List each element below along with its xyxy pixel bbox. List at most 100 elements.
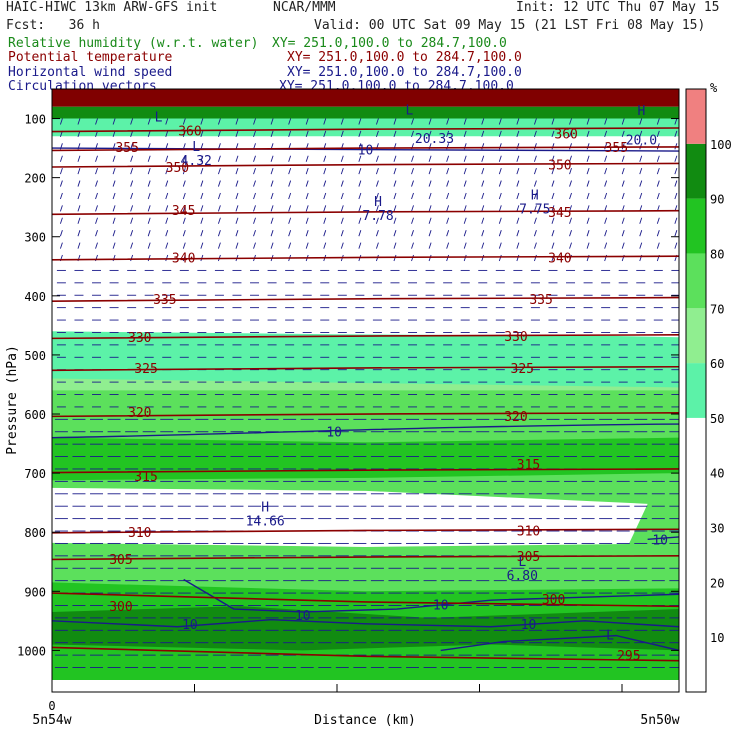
colorbar-segment bbox=[686, 417, 706, 692]
x-end-label: 5n50w bbox=[640, 713, 679, 728]
circulation-vector bbox=[446, 192, 450, 200]
circulation-vector bbox=[586, 130, 590, 138]
circulation-vector bbox=[165, 155, 169, 162]
circulation-vector bbox=[621, 242, 625, 249]
circulation-vector bbox=[182, 130, 186, 138]
circulation-vector bbox=[375, 118, 379, 125]
circulation-vector bbox=[235, 167, 239, 175]
rh-fill-top-90 bbox=[52, 106, 679, 119]
circulation-vector bbox=[498, 230, 502, 237]
extremum-marker: L bbox=[518, 555, 526, 570]
circulation-vector bbox=[59, 242, 63, 249]
circulation-vector bbox=[200, 205, 204, 212]
wind-label: 10 bbox=[295, 609, 311, 624]
circulation-vector bbox=[551, 192, 555, 200]
circulation-vector bbox=[375, 192, 379, 200]
y-tick-label: 400 bbox=[24, 290, 46, 304]
circulation-vector bbox=[59, 205, 63, 212]
circulation-vector bbox=[463, 155, 467, 162]
circulation-vector bbox=[516, 254, 520, 262]
circulation-vector bbox=[604, 167, 608, 175]
circulation-vector bbox=[516, 130, 520, 138]
circulation-vector bbox=[586, 242, 590, 249]
circulation-vector bbox=[428, 230, 432, 237]
circulation-vector bbox=[253, 205, 256, 212]
circulation-vector bbox=[95, 217, 98, 224]
circulation-vector bbox=[340, 167, 344, 175]
circulation-vector bbox=[569, 143, 572, 150]
y-tick-label: 700 bbox=[24, 467, 46, 481]
circulation-vector bbox=[446, 217, 450, 224]
circulation-vector bbox=[217, 155, 221, 162]
circulation-vector bbox=[481, 155, 485, 162]
circulation-vector bbox=[656, 217, 660, 224]
circulation-vector bbox=[621, 180, 625, 187]
y-tick-label: 300 bbox=[24, 231, 46, 245]
circulation-vector bbox=[586, 118, 590, 125]
theta-label: 330 bbox=[128, 331, 151, 346]
colorbar-segment bbox=[686, 198, 706, 254]
theta-isoline bbox=[52, 555, 679, 561]
circulation-vector bbox=[77, 205, 81, 212]
theta-isoline bbox=[52, 209, 679, 216]
circulation-vector bbox=[393, 205, 397, 212]
circulation-vector bbox=[639, 192, 643, 200]
circulation-vector bbox=[411, 192, 414, 200]
circulation-vector bbox=[288, 192, 292, 200]
circulation-vector bbox=[621, 167, 625, 175]
circulation-vector bbox=[165, 217, 169, 224]
circulation-vector bbox=[112, 180, 116, 187]
circulation-vector bbox=[375, 155, 379, 162]
circulation-vector bbox=[200, 130, 204, 138]
circulation-vector bbox=[428, 167, 432, 175]
model-title: HAIC-HIWC 13km ARW-GFS init bbox=[6, 0, 218, 15]
circulation-vector bbox=[498, 155, 502, 162]
circulation-vector bbox=[533, 217, 537, 224]
circulation-vector bbox=[288, 242, 292, 249]
extremum-marker: H bbox=[531, 188, 539, 203]
circulation-vector bbox=[358, 230, 362, 237]
circulation-vector bbox=[305, 167, 309, 175]
circulation-vector bbox=[59, 230, 63, 237]
circulation-vector bbox=[112, 230, 116, 237]
circulation-vector bbox=[481, 118, 485, 125]
circulation-vector bbox=[77, 230, 81, 237]
circulation-vector bbox=[604, 230, 608, 237]
circulation-vector bbox=[656, 180, 660, 187]
circulation-vector bbox=[656, 242, 660, 249]
circulation-vector bbox=[498, 192, 502, 200]
circulation-vector bbox=[428, 155, 432, 162]
circulation-vector bbox=[288, 155, 292, 162]
circulation-vector bbox=[516, 118, 520, 125]
circulation-vector bbox=[182, 192, 186, 200]
circulation-vector bbox=[323, 130, 327, 138]
circulation-vector bbox=[586, 155, 590, 162]
circulation-vector bbox=[358, 192, 362, 200]
circulation-vector bbox=[323, 167, 327, 175]
circulation-vector bbox=[674, 118, 678, 125]
circulation-vector bbox=[358, 118, 362, 125]
colorbar-label: 90 bbox=[710, 193, 724, 207]
theta-label: 295 bbox=[617, 649, 640, 664]
circulation-vector bbox=[569, 217, 572, 224]
colorbar-label: 30 bbox=[710, 522, 724, 536]
theta-label: 340 bbox=[548, 251, 571, 266]
circulation-vector bbox=[95, 242, 98, 249]
circulation-vector bbox=[551, 143, 555, 150]
theta-label: 335 bbox=[529, 293, 552, 308]
circulation-vector bbox=[217, 217, 221, 224]
wind-contour bbox=[52, 618, 679, 628]
circulation-vector bbox=[182, 180, 186, 187]
circulation-vector bbox=[217, 192, 221, 200]
circulation-vector bbox=[639, 155, 643, 162]
circulation-vector bbox=[200, 192, 204, 200]
circulation-vector bbox=[95, 205, 98, 212]
circulation-vector bbox=[674, 180, 678, 187]
circulation-vector bbox=[358, 180, 362, 187]
theta-label: 345 bbox=[172, 204, 195, 219]
circulation-vector bbox=[253, 242, 256, 249]
circulation-vector bbox=[147, 254, 151, 262]
circulation-vector bbox=[639, 167, 643, 175]
circulation-vector bbox=[323, 242, 327, 249]
